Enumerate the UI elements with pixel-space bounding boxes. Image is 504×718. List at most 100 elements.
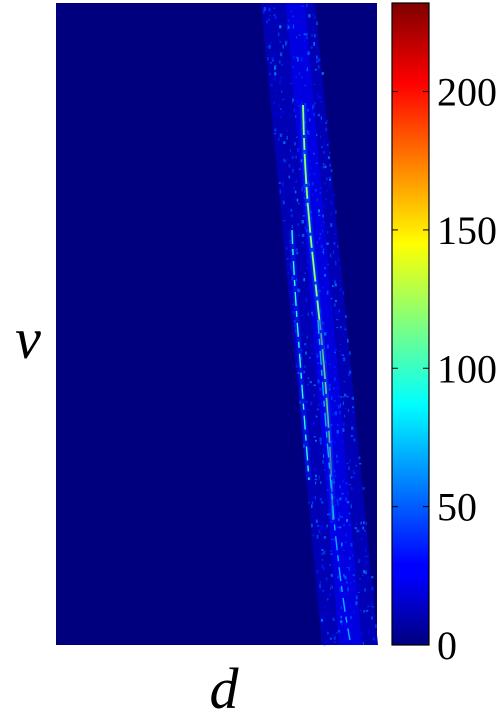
speckle [340, 615, 343, 619]
speckle [322, 590, 325, 592]
speckle [333, 193, 336, 197]
speckle [310, 35, 313, 37]
speckle [324, 191, 327, 195]
speckle [334, 441, 337, 445]
speckle [334, 278, 337, 281]
speckle [296, 56, 299, 59]
speckle [324, 332, 327, 336]
speckle [282, 109, 284, 111]
speckle [293, 62, 295, 66]
speckle [274, 65, 277, 69]
speckle [299, 226, 302, 229]
speckle [280, 90, 283, 93]
speckle [362, 642, 365, 645]
speckle [365, 532, 367, 536]
speckle [352, 574, 355, 577]
speckle [337, 629, 341, 633]
speckle [327, 489, 329, 491]
speckle [343, 414, 346, 418]
speckle [323, 250, 325, 255]
speckle [278, 73, 280, 75]
speckle [334, 504, 337, 506]
speckle [321, 613, 324, 618]
speckle [287, 245, 289, 250]
speckle [320, 244, 323, 248]
speckle [329, 401, 332, 404]
speckle [310, 344, 312, 348]
speckle [334, 377, 336, 381]
speckle [263, 7, 267, 11]
speckle [307, 384, 309, 386]
speckle [281, 190, 283, 194]
speckle [342, 396, 345, 398]
speckle [334, 260, 336, 263]
speckle [306, 300, 308, 303]
speckle [282, 44, 284, 49]
speckle [321, 298, 323, 302]
speckle [318, 600, 320, 603]
colorbar-tick-label: 150 [437, 208, 497, 253]
speckle [321, 287, 324, 289]
speckle [334, 351, 336, 354]
speckle [360, 537, 363, 541]
speckle [307, 80, 310, 84]
speckle [342, 549, 345, 551]
speckle [324, 527, 327, 531]
speckle [304, 369, 306, 372]
speckle [304, 365, 306, 369]
speckle [305, 351, 307, 355]
speckle [348, 580, 351, 582]
speckle [345, 497, 347, 502]
speckle [301, 81, 303, 83]
speckle [327, 346, 329, 349]
speckle [290, 214, 294, 218]
speckle [303, 370, 305, 374]
speckle [275, 9, 277, 13]
speckle [304, 343, 307, 346]
speckle [325, 306, 327, 310]
speckle [319, 187, 322, 189]
speckle [323, 128, 326, 132]
speckle [266, 45, 268, 48]
speckle [364, 529, 366, 532]
speckle [307, 131, 310, 135]
speckle [320, 441, 322, 445]
speckle [340, 548, 342, 551]
speckle [306, 69, 309, 72]
speckle [280, 108, 282, 110]
speckle [268, 44, 271, 49]
speckle [322, 248, 325, 251]
speckle [295, 365, 298, 368]
speckle [340, 500, 343, 503]
speckle [285, 247, 288, 250]
speckle [342, 357, 346, 362]
speckle [279, 116, 283, 118]
speckle [319, 586, 321, 590]
speckle [286, 135, 288, 140]
speckle [285, 25, 287, 27]
speckle [347, 491, 349, 495]
speckle [359, 609, 362, 611]
speckle [334, 474, 337, 478]
speckle [339, 497, 342, 501]
speckle [338, 400, 341, 402]
speckle [359, 588, 361, 591]
speckle [356, 529, 359, 533]
speckle [328, 141, 331, 144]
speckle [350, 391, 352, 393]
speckle [348, 512, 351, 515]
speckle [289, 263, 292, 266]
speckle [317, 371, 320, 374]
speckle [289, 182, 292, 187]
speckle [288, 164, 291, 168]
speckle [323, 641, 326, 646]
speckle [314, 102, 316, 105]
speckle [336, 385, 339, 389]
speckle [269, 41, 272, 45]
speckle [279, 36, 282, 39]
speckle [344, 575, 347, 580]
speckle [278, 182, 281, 184]
speckle [311, 160, 313, 162]
speckle [362, 526, 365, 530]
speckle [355, 504, 357, 508]
